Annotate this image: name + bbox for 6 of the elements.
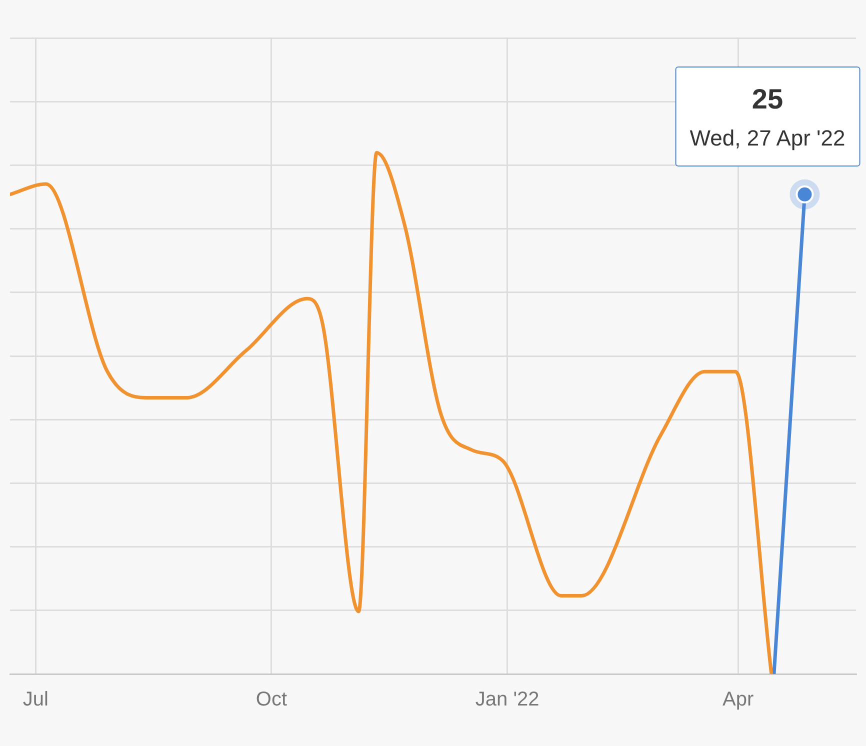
x-tick-label: Apr (722, 688, 754, 711)
tooltip-box: 25 Wed, 27 Apr '22 (674, 66, 860, 166)
x-tick-label: Oct (256, 688, 288, 711)
annotation: 25 (750, 82, 784, 117)
x-tick-label: Jul (22, 688, 48, 711)
x-tick-label: Jan '22 (475, 688, 540, 711)
